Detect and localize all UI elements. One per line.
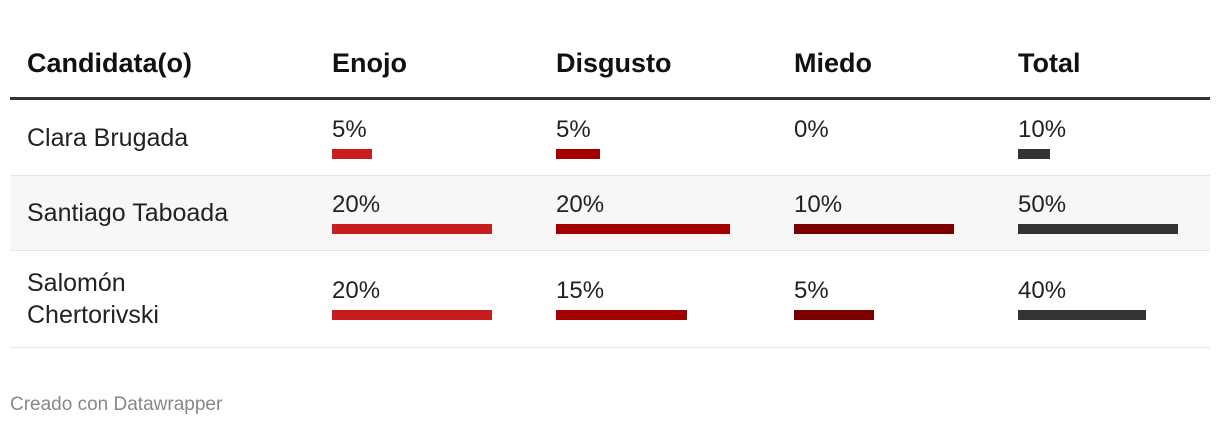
value-label: 50% [1018, 191, 1067, 218]
header-cell: Candidata(o) [27, 48, 192, 78]
value-cell: 20% [556, 192, 730, 234]
candidate-name: Santiago Taboada [27, 199, 229, 227]
value-cell: 40% [1018, 278, 1146, 320]
value-label: 10% [1018, 115, 1067, 143]
table: Candidata(o) Enojo Disgusto Miedo Total Clara… [10, 30, 1210, 348]
value-cell: 5% [794, 278, 874, 320]
bar [556, 224, 730, 234]
value-label: 20% [332, 191, 381, 218]
value-label: 10% [794, 191, 843, 218]
bar [794, 224, 954, 234]
header-cell: Miedo [794, 48, 872, 78]
value-cell: 15% [556, 278, 687, 320]
value-cell: 0% [794, 115, 829, 159]
value-label: 5% [556, 115, 591, 143]
value-cell: 5% [556, 115, 600, 159]
value-label: 20% [556, 191, 605, 218]
bar [1018, 224, 1178, 234]
header-cell: Disgusto [556, 48, 672, 78]
footer: Creado con Datawrapper [10, 394, 223, 415]
value-cell: 10% [1018, 115, 1067, 159]
value-cell: 10% [794, 192, 954, 234]
bar [1018, 310, 1146, 320]
value-label: 5% [332, 115, 367, 143]
value-label: 5% [794, 277, 829, 304]
bar [556, 310, 687, 320]
bar [1018, 148, 1050, 159]
bar [794, 310, 874, 320]
candidate-name: Salomón Chertorivski [27, 269, 159, 329]
header-cell: Total [1018, 48, 1081, 78]
bar [332, 310, 492, 320]
header-row: Candidata(o) Enojo Disgusto Miedo Total [10, 30, 1210, 100]
bar [556, 148, 600, 159]
value-label: 20% [332, 277, 381, 304]
value-cell: 50% [1018, 192, 1178, 234]
header-cell: Enojo [332, 48, 407, 78]
value-cell: 5% [332, 115, 372, 159]
value-label: 0% [794, 115, 829, 143]
table-row: Santiago Taboada 20% 20% 10% 50% [10, 176, 1210, 251]
candidate-name: Clara Brugada [27, 123, 189, 152]
bar [332, 224, 492, 234]
value-label: 40% [1018, 277, 1067, 304]
value-label: 15% [556, 277, 605, 304]
table-row: Salomón Chertorivski 20% 15% 5% 40% [10, 251, 1210, 348]
table-row: Clara Brugada 5% 5% 0% 10% [10, 100, 1210, 176]
value-cell: 20% [332, 192, 492, 234]
bar [332, 148, 372, 159]
value-cell: 20% [332, 278, 492, 320]
